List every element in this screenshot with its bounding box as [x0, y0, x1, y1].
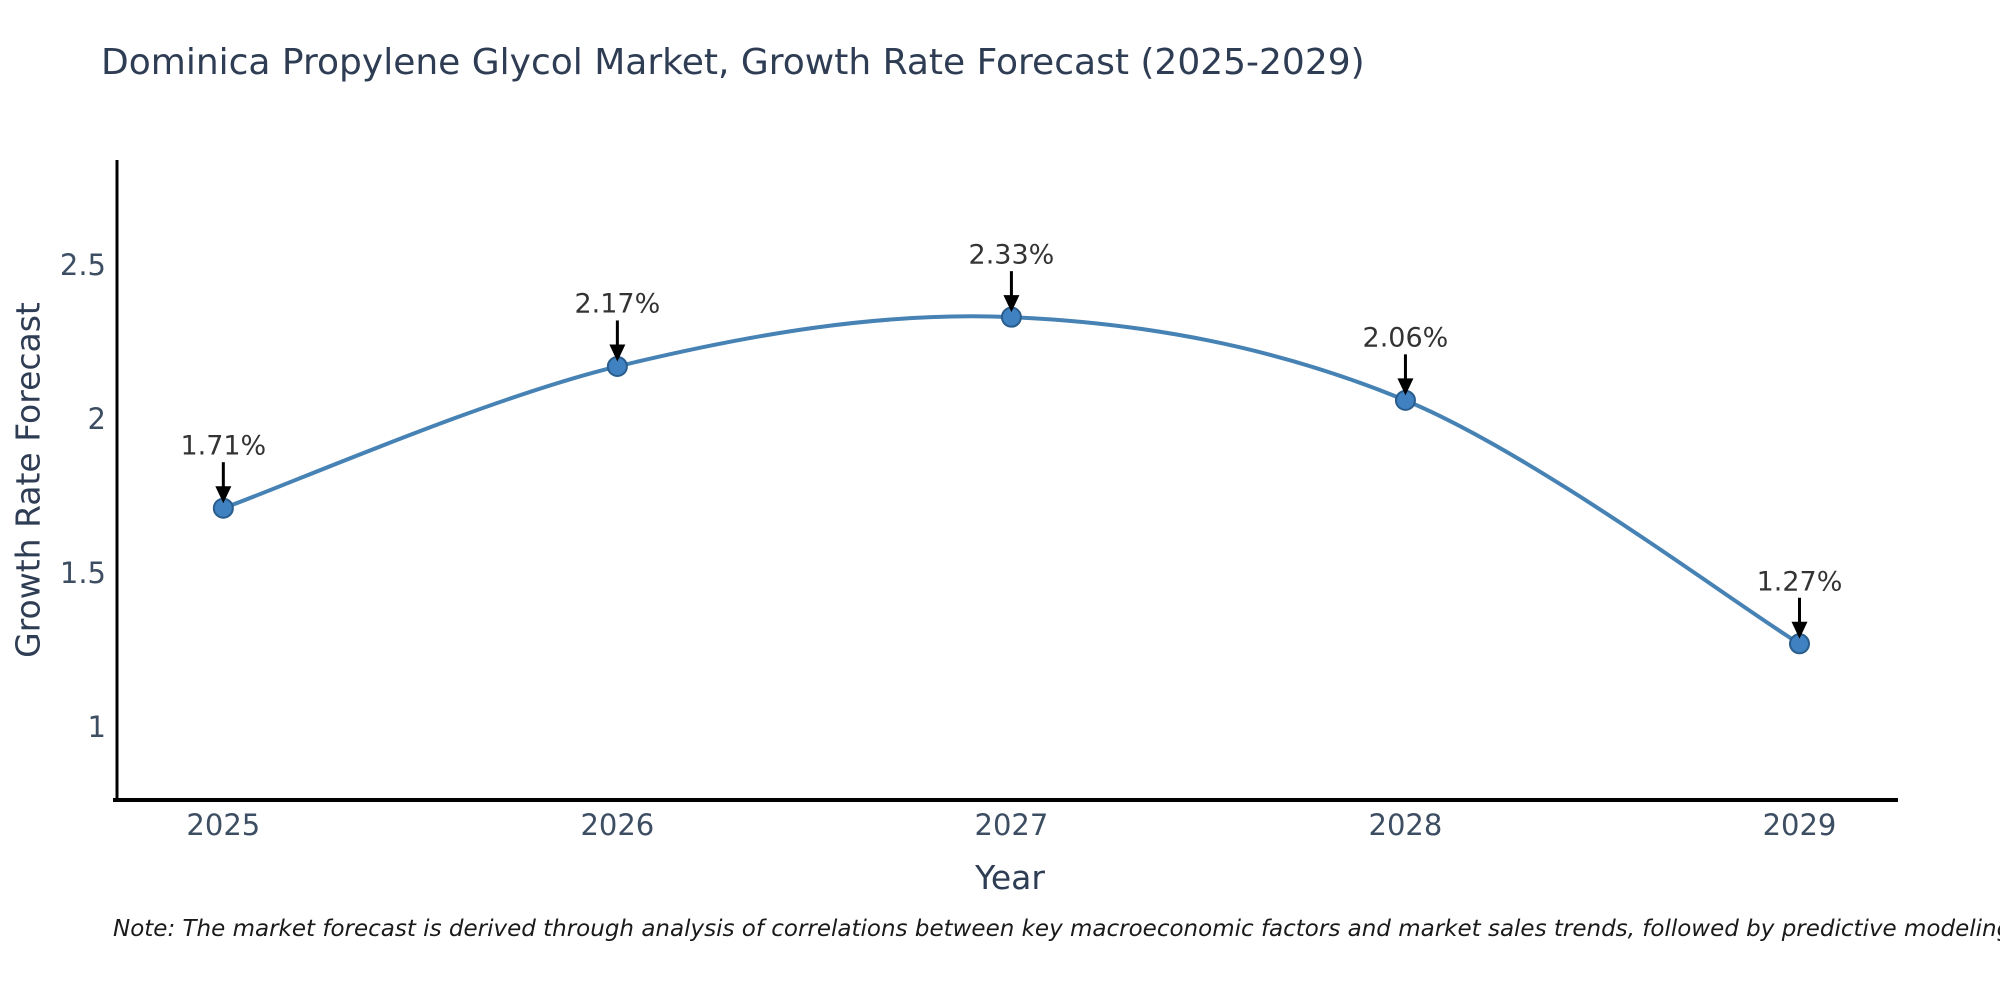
annotation-arrow-head [1397, 378, 1414, 396]
point-annotation: 1.27% [1756, 566, 1843, 598]
x-tick-label: 2027 [974, 808, 1049, 842]
annotation-arrow-head [1791, 621, 1808, 639]
x-tick-label: 2029 [1762, 808, 1837, 842]
point-annotation: 2.17% [574, 288, 661, 320]
annotation-arrow-head [215, 486, 232, 504]
footnote: Note: The market forecast is derived thr… [113, 916, 2000, 942]
x-tick-label: 2025 [186, 808, 261, 842]
annotation-arrow-head [609, 344, 626, 362]
point-annotation: 2.06% [1362, 322, 1449, 354]
point-annotation: 2.33% [968, 239, 1055, 271]
x-axis-title: Year [975, 858, 1045, 897]
chart-title: Dominica Propylene Glycol Market, Growth… [101, 42, 1365, 83]
y-tick-label: 2.5 [59, 247, 106, 282]
x-tick-label: 2028 [1368, 808, 1443, 842]
x-tick-label: 2026 [580, 808, 655, 842]
point-annotation: 1.71% [180, 430, 267, 462]
y-tick-label: 1 [87, 709, 106, 744]
y-tick-label: 2 [87, 401, 106, 436]
y-tick-label: 1.5 [59, 555, 106, 590]
forecast-line [221, 314, 1802, 646]
annotation-arrow-head [1003, 295, 1020, 313]
